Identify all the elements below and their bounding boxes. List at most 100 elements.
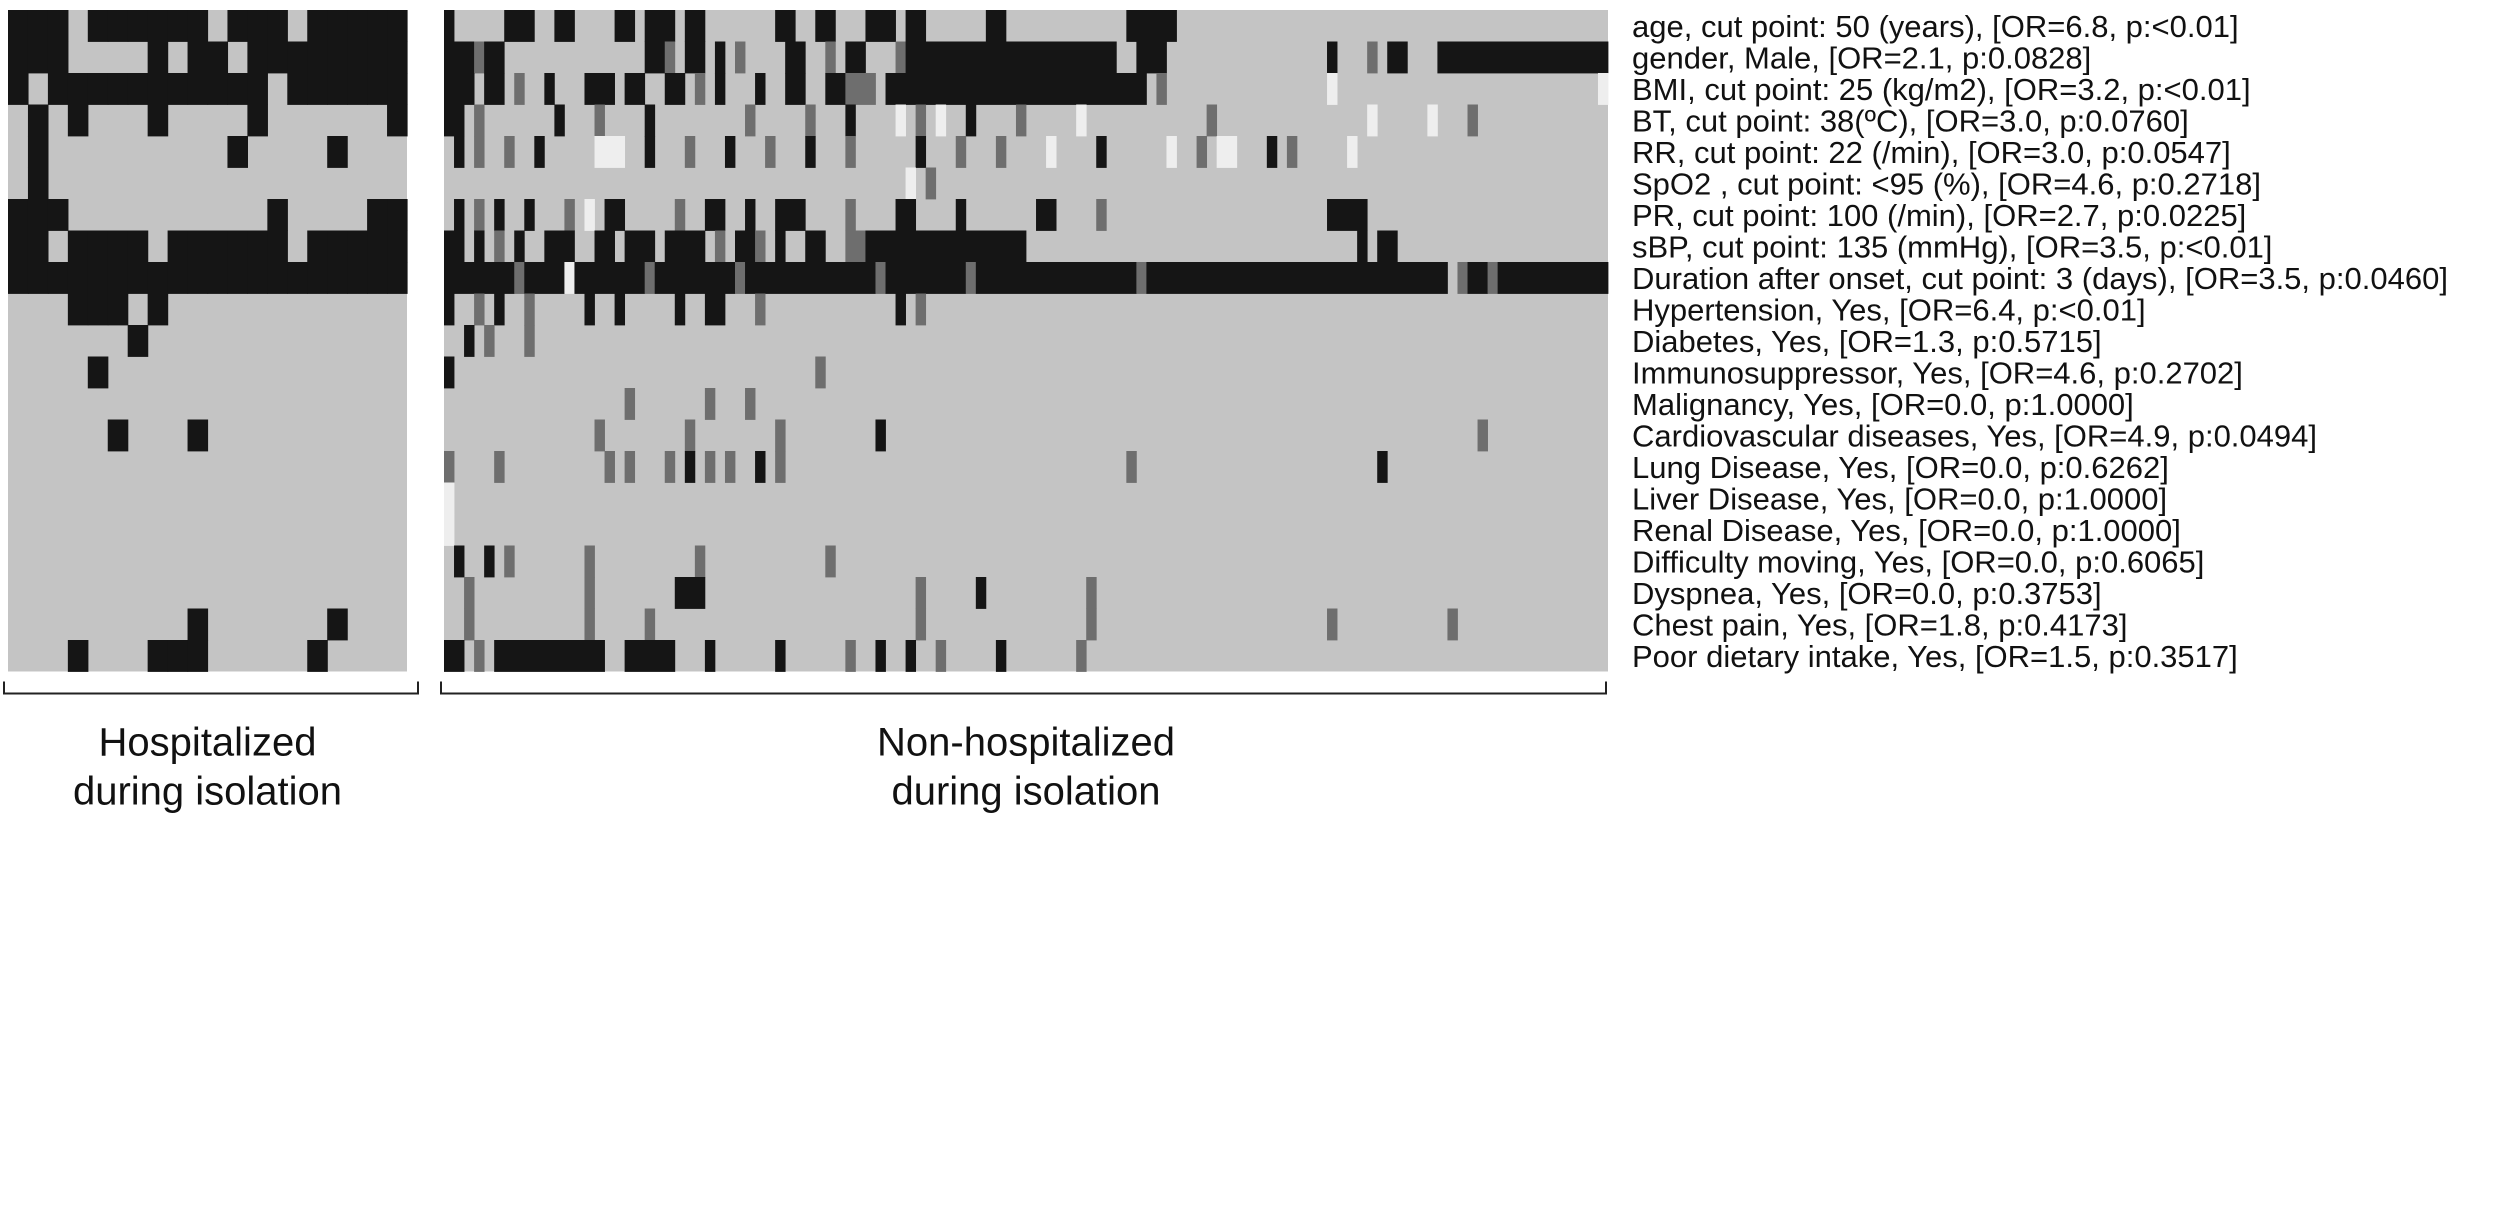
heatmap-cell-hospitalized	[267, 10, 288, 42]
heatmap-cell-hospitalized	[27, 41, 49, 74]
heatmap-cell-hospitalized	[187, 608, 209, 641]
heatmap-cell-hospitalized	[107, 73, 129, 105]
heatmap-cell-hospitalized	[67, 73, 89, 105]
heatmap-cell-non-hospitalized	[624, 640, 676, 672]
heatmap-cell-hospitalized	[327, 262, 348, 294]
heatmap-cell-non-hospitalized	[444, 356, 455, 389]
heatmap-cell-hospitalized	[307, 10, 328, 42]
heatmap-cell-non-hospitalized	[775, 451, 786, 483]
heatmap-cell-non-hospitalized	[1266, 136, 1278, 168]
heatmap-cell-non-hospitalized	[845, 41, 866, 74]
heatmap-cell-non-hospitalized	[1497, 262, 1609, 294]
heatmap-cell-non-hospitalized	[514, 230, 525, 263]
heatmap-cell-non-hospitalized	[574, 262, 646, 294]
row-label: Diabetes, Yes, [OR=1.3, p:0.5715]	[1632, 324, 2102, 359]
heatmap-cell-hospitalized	[8, 41, 29, 74]
heatmap-cell-hospitalized	[167, 73, 189, 105]
heatmap-cell-hospitalized	[187, 230, 209, 263]
heatmap-cell-non-hospitalized	[785, 73, 806, 105]
heatmap-cell-non-hospitalized	[915, 608, 927, 641]
heatmap-cell-non-hospitalized	[694, 545, 706, 578]
heatmap-cell-hospitalized	[27, 104, 49, 137]
heatmap-cell-non-hospitalized	[1467, 262, 1488, 294]
heatmap-cell-hospitalized	[347, 262, 368, 294]
heatmap-cell-hospitalized	[147, 104, 169, 137]
heatmap-cell-hospitalized	[187, 640, 209, 672]
heatmap-cell-non-hospitalized	[474, 640, 485, 672]
heatmap-cell-hospitalized	[367, 230, 388, 263]
heatmap-cell-non-hospitalized	[1036, 199, 1057, 231]
heatmap-cell-hospitalized	[247, 41, 268, 74]
heatmap-cell-hospitalized	[207, 73, 229, 105]
heatmap-cell-non-hospitalized	[1377, 451, 1388, 483]
heatmap-cell-non-hospitalized	[504, 545, 515, 578]
heatmap-cell-non-hospitalized	[1076, 104, 1087, 137]
heatmap-cell-non-hospitalized	[1136, 262, 1147, 294]
heatmap-cell-non-hospitalized	[775, 640, 786, 672]
row-label: Chest pain, Yes, [OR=1.8, p:0.4173]	[1632, 607, 2128, 642]
heatmap-cell-hospitalized	[347, 73, 368, 105]
heatmap-cell-hospitalized	[387, 41, 408, 74]
row-label: Renal Disease, Yes, [OR=0.0, p:1.0000]	[1632, 513, 2181, 548]
heatmap-cell-non-hospitalized	[975, 577, 987, 609]
heatmap-cell-non-hospitalized	[845, 73, 876, 105]
heatmap-cell-hospitalized	[327, 136, 348, 168]
heatmap-cell-non-hospitalized	[805, 230, 826, 263]
heatmap-cell-non-hospitalized	[825, 545, 836, 578]
heatmap-cell-non-hospitalized	[494, 451, 505, 483]
heatmap-cell-non-hospitalized	[444, 640, 465, 672]
heatmap-cell-hospitalized	[47, 262, 69, 294]
heatmap-cell-hospitalized	[107, 262, 129, 294]
heatmap-cell-hospitalized	[267, 41, 288, 74]
heatmap-cell-non-hospitalized	[755, 230, 766, 263]
heatmap-cell-hospitalized	[107, 10, 129, 42]
row-label: SpO2 , cut point: <95 (%), [OR=4.6, p:0.…	[1632, 166, 2261, 201]
heatmap-cell-non-hospitalized	[905, 10, 927, 42]
heatmap-cell-hospitalized	[327, 41, 348, 74]
heatmap-cell-non-hospitalized	[1327, 199, 1368, 231]
heatmap-cell-non-hospitalized	[735, 230, 756, 263]
heatmap-cell-non-hospitalized	[1387, 41, 1408, 74]
row-label: RR, cut point: 22 (/min), [OR=3.0, p:0.0…	[1632, 135, 2231, 170]
non-hospitalized-group-label: Non-hospitalized	[877, 721, 1175, 765]
row-label: Cardiovascular diseases, Yes, [OR=4.9, p…	[1632, 418, 2317, 453]
heatmap-cell-non-hospitalized	[905, 167, 917, 200]
heatmap-cell-hospitalized	[227, 136, 248, 168]
heatmap-cell-non-hospitalized	[494, 640, 605, 672]
hospitalized-bracket	[3, 681, 419, 695]
row-label: gender, Male, [OR=2.1, p:0.0828]	[1632, 40, 2091, 75]
heatmap-cell-hospitalized	[267, 230, 288, 263]
heatmap-cell-hospitalized	[27, 230, 49, 263]
heatmap-cell-non-hospitalized	[1357, 230, 1368, 263]
heatmap-cell-non-hospitalized	[895, 104, 906, 137]
heatmap-cell-non-hospitalized	[644, 41, 666, 74]
heatmap-cell-non-hospitalized	[584, 545, 595, 578]
heatmap-cell-non-hospitalized	[444, 41, 475, 74]
heatmap-cell-non-hospitalized	[955, 199, 967, 231]
heatmap-cell-non-hospitalized	[755, 451, 766, 483]
heatmap-cell-hospitalized	[327, 73, 348, 105]
heatmap-cell-non-hospitalized	[865, 230, 906, 263]
heatmap-cell-non-hospitalized	[905, 230, 1027, 263]
heatmap-cell-non-hospitalized	[755, 73, 766, 105]
heatmap-cell-hospitalized	[167, 640, 189, 672]
row-label: Poor dietary intake, Yes, [OR=1.5, p:0.3…	[1632, 639, 2238, 674]
heatmap-cell-non-hospitalized	[674, 577, 706, 609]
heatmap-cell-non-hospitalized	[444, 514, 455, 546]
heatmap-cell-non-hospitalized	[484, 41, 505, 74]
heatmap-cell-non-hospitalized	[684, 41, 706, 74]
heatmap-cell-hospitalized	[67, 293, 89, 326]
heatmap-cell-hospitalized	[367, 41, 388, 74]
row-label: Immunosuppressor, Yes, [OR=4.6, p:0.2702…	[1632, 355, 2243, 390]
group-brackets	[3, 681, 1607, 695]
heatmap-cell-non-hospitalized	[644, 608, 656, 641]
heatmap-cell-non-hospitalized	[504, 136, 515, 168]
heatmap-cell-non-hospitalized	[825, 41, 836, 74]
heatmap-cell-non-hospitalized	[584, 577, 595, 609]
heatmap-cell-non-hospitalized	[484, 73, 505, 105]
heatmap-cell-non-hospitalized	[935, 104, 947, 137]
row-label: Malignancy, Yes, [OR=0.0, p:1.0000]	[1632, 387, 2134, 422]
heatmap-cell-hospitalized	[227, 10, 248, 42]
heatmap-cell-non-hospitalized	[1086, 577, 1097, 609]
heatmap-cell-non-hospitalized	[985, 10, 1007, 42]
